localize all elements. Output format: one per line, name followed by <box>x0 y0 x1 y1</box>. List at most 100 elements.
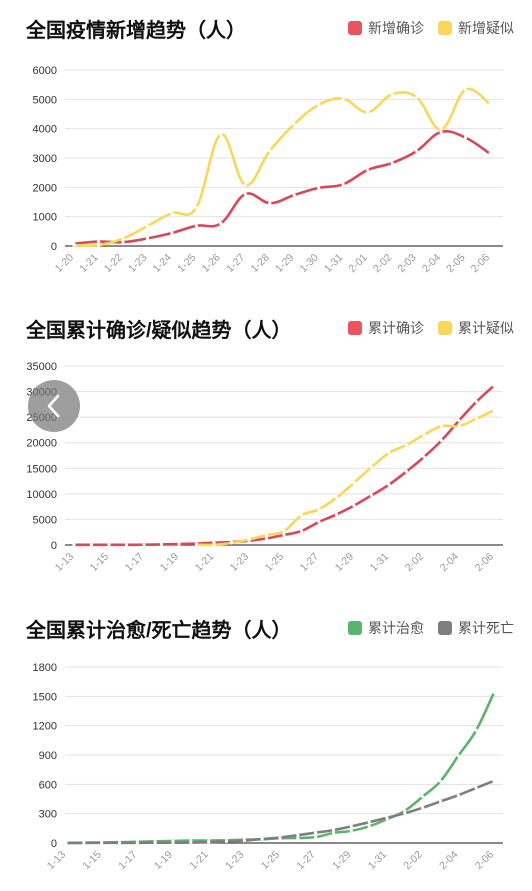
data-point[interactable] <box>314 835 318 839</box>
data-point[interactable] <box>145 236 150 241</box>
data-point[interactable] <box>457 419 461 423</box>
data-point[interactable] <box>194 224 198 228</box>
data-point[interactable] <box>456 754 460 758</box>
data-point[interactable] <box>317 520 321 524</box>
data-point[interactable] <box>229 541 234 545</box>
data-point[interactable] <box>96 240 101 244</box>
data-point[interactable] <box>367 824 371 828</box>
data-point[interactable] <box>390 92 394 96</box>
data-point[interactable] <box>170 231 174 235</box>
data-point[interactable] <box>171 841 175 845</box>
data-point[interactable] <box>422 433 426 437</box>
data-point[interactable] <box>438 799 443 804</box>
data-point[interactable] <box>299 529 304 533</box>
data-point[interactable] <box>194 543 199 547</box>
data-point[interactable] <box>282 529 286 533</box>
data-point[interactable] <box>264 533 269 537</box>
data-point[interactable] <box>387 451 391 455</box>
data-point[interactable] <box>349 829 353 833</box>
data-point[interactable] <box>212 543 216 547</box>
data-point[interactable] <box>463 136 468 140</box>
data-point[interactable] <box>317 507 321 511</box>
data-point[interactable] <box>341 182 345 186</box>
data-point[interactable] <box>170 211 174 215</box>
data-point[interactable] <box>64 841 68 845</box>
data-point[interactable] <box>349 824 353 828</box>
data-point[interactable] <box>366 110 370 114</box>
data-point[interactable] <box>72 543 76 547</box>
data-point[interactable] <box>439 424 444 428</box>
data-point[interactable] <box>121 236 125 241</box>
data-point[interactable] <box>387 483 391 487</box>
data-point[interactable] <box>463 88 468 92</box>
data-point[interactable] <box>264 536 269 541</box>
data-point[interactable] <box>488 152 492 156</box>
data-point[interactable] <box>194 206 198 210</box>
data-point[interactable] <box>121 240 125 244</box>
data-point[interactable] <box>268 201 272 205</box>
data-point[interactable] <box>268 149 272 153</box>
data-point[interactable] <box>334 512 339 517</box>
data-point[interactable] <box>207 840 211 844</box>
data-point[interactable] <box>404 443 409 447</box>
data-point[interactable] <box>224 839 229 843</box>
data-point[interactable] <box>317 186 321 190</box>
data-point[interactable] <box>492 408 496 412</box>
data-point[interactable] <box>474 400 479 404</box>
data-point[interactable] <box>296 836 300 840</box>
data-point[interactable] <box>72 243 76 247</box>
data-point[interactable] <box>403 811 407 815</box>
data-point[interactable] <box>219 221 223 226</box>
data-point[interactable] <box>367 820 371 824</box>
data-point[interactable] <box>124 543 129 547</box>
legend-item-total-confirmed[interactable]: 累计确诊 <box>348 318 424 338</box>
data-point[interactable] <box>352 503 356 508</box>
data-point[interactable] <box>107 543 111 547</box>
data-point[interactable] <box>474 786 478 790</box>
heal-death-chart[interactable]: 0 300 600 900 1200 1500 1800 1-13 1-15 1-17 1-19 1-… <box>0 600 532 891</box>
data-point[interactable] <box>456 793 460 797</box>
data-point[interactable] <box>492 690 496 695</box>
data-point[interactable] <box>117 841 122 845</box>
carousel-prev-button[interactable] <box>28 380 80 432</box>
data-point[interactable] <box>142 543 146 547</box>
data-point[interactable] <box>243 192 247 196</box>
data-point[interactable] <box>421 806 425 810</box>
data-point[interactable] <box>385 816 389 820</box>
data-point[interactable] <box>282 533 286 537</box>
data-point[interactable] <box>219 132 223 136</box>
data-point[interactable] <box>145 224 150 228</box>
data-point[interactable] <box>390 161 394 165</box>
data-point[interactable] <box>492 779 496 783</box>
data-point[interactable] <box>331 831 336 835</box>
data-point[interactable] <box>177 542 181 546</box>
data-point[interactable] <box>159 542 164 546</box>
data-point[interactable] <box>96 243 101 247</box>
data-point[interactable] <box>82 841 86 845</box>
legend-item-total-dead[interactable]: 累计死亡 <box>438 618 514 638</box>
data-point[interactable] <box>439 438 444 443</box>
data-point[interactable] <box>260 837 264 841</box>
data-point[interactable] <box>488 102 492 106</box>
data-point[interactable] <box>366 168 370 172</box>
data-point[interactable] <box>474 728 478 732</box>
data-point[interactable] <box>278 835 282 840</box>
data-point[interactable] <box>89 543 94 547</box>
data-point[interactable] <box>243 183 247 187</box>
data-point[interactable] <box>404 469 409 474</box>
data-point[interactable] <box>153 841 157 845</box>
data-point[interactable] <box>100 841 104 845</box>
data-point[interactable] <box>317 103 321 107</box>
legend-item-new-confirmed[interactable]: 新增确诊 <box>348 18 424 38</box>
legend-item-total-suspected[interactable]: 累计疑似 <box>438 318 514 338</box>
data-point[interactable] <box>242 838 246 843</box>
cumulative-cases-chart[interactable]: 050001000015000200002500030000350001-131… <box>0 300 532 600</box>
data-point[interactable] <box>292 122 296 126</box>
data-point[interactable] <box>341 97 345 101</box>
data-point[interactable] <box>422 455 426 459</box>
data-point[interactable] <box>299 513 304 517</box>
data-point[interactable] <box>438 779 443 783</box>
data-point[interactable] <box>439 127 443 132</box>
data-point[interactable] <box>414 149 419 153</box>
data-point[interactable] <box>474 417 479 421</box>
